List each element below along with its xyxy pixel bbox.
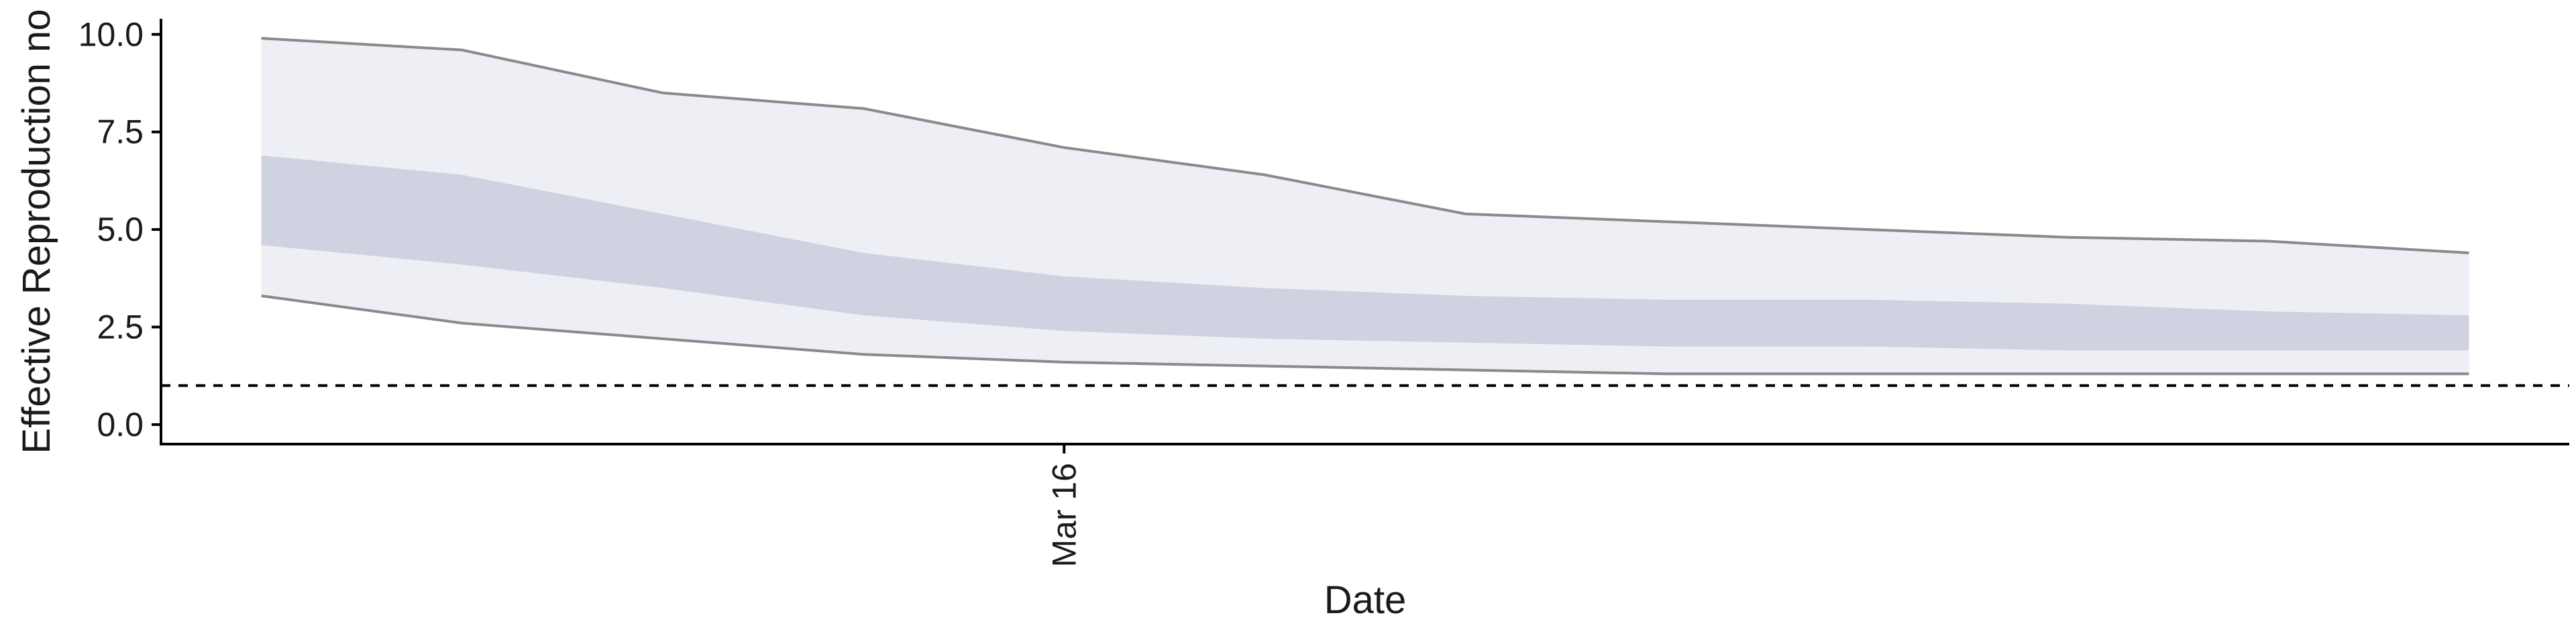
x-axis-ticks: Mar 16 [1045,444,1083,568]
y-tick-label: 2.5 [97,309,144,346]
uncertainty-bands [261,38,2469,374]
lower-bound-line [261,294,2469,376]
axes [160,19,2569,445]
y-tick-label: 10.0 [78,15,144,53]
inner-uncertainty-band [261,155,2469,351]
y-axis-ticks: 0.0 2.5 5.0 7.5 10.0 [78,15,161,443]
y-tick-label: 0.0 [97,406,144,443]
x-axis-title: Date [1324,578,1407,622]
x-tick-label: Mar 16 [1045,463,1083,568]
y-axis-title: Effective Reproduction no [15,9,58,453]
y-tick-label: 7.5 [97,113,144,151]
y-tick-label: 5.0 [97,211,144,248]
bound-lines [261,37,2469,376]
upper-bound-line [261,37,2469,254]
